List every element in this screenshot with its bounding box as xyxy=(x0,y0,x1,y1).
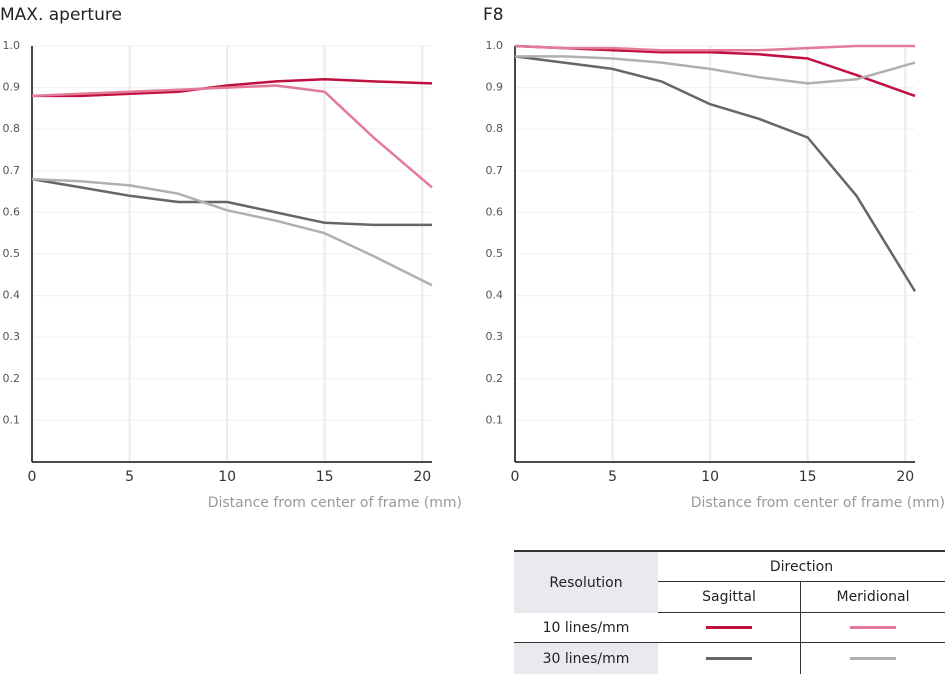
y-tick-label: 0.3 xyxy=(486,330,504,343)
x-tick-label: 10 xyxy=(701,469,719,485)
swatch xyxy=(850,626,896,629)
x-tick-label: 10 xyxy=(218,469,236,485)
column-header: Direction xyxy=(658,552,945,582)
y-tick-label: 0.7 xyxy=(486,164,504,177)
y-tick-label: 0.7 xyxy=(3,164,21,177)
series-line xyxy=(31,177,432,227)
y-tick-label: 1.0 xyxy=(3,39,21,52)
swatch xyxy=(706,626,752,629)
x-tick-label: 5 xyxy=(608,469,617,485)
x-axis-label: Distance from center of frame (mm) xyxy=(691,495,945,511)
swatch-cell xyxy=(658,643,801,674)
series-line xyxy=(514,44,915,52)
y-tick-label: 1.0 xyxy=(486,39,504,52)
swatch xyxy=(706,657,752,660)
y-tick-label: 0.4 xyxy=(486,289,504,302)
resolution: 10 lines/mm xyxy=(514,613,658,643)
series-line xyxy=(31,84,433,189)
x-axis-label: Distance from center of frame (mm) xyxy=(208,495,462,511)
series-line xyxy=(32,78,433,98)
swatch xyxy=(850,657,896,660)
series-line xyxy=(514,55,917,293)
y-tick-label: 0.1 xyxy=(486,413,504,426)
direction: Sagittal xyxy=(658,582,801,613)
chart-title: MAX. aperture xyxy=(0,5,122,25)
direction: Meridional xyxy=(801,582,945,613)
x-tick-label: 20 xyxy=(413,469,431,485)
x-tick-label: 0 xyxy=(511,469,520,485)
y-tick-label: 0.2 xyxy=(486,372,504,385)
y-tick-label: 0.8 xyxy=(486,122,504,135)
y-tick-label: 0.6 xyxy=(3,205,21,218)
y-tick-label: 0.9 xyxy=(486,81,504,94)
series-line xyxy=(31,177,433,287)
y-tick-label: 0.8 xyxy=(3,122,21,135)
swatch-cell xyxy=(658,613,801,643)
legend-table: Resolution Direction Sagittal Meridional… xyxy=(514,550,945,674)
swatch-cell xyxy=(801,643,945,674)
x-tick-label: 15 xyxy=(799,469,817,485)
y-tick-label: 0.4 xyxy=(3,289,21,302)
chart-title: F8 xyxy=(483,5,504,25)
y-tick-label: 0.2 xyxy=(3,372,21,385)
series-line xyxy=(515,55,916,85)
y-tick-label: 0.5 xyxy=(486,247,504,260)
x-tick-label: 0 xyxy=(28,469,37,485)
x-tick-label: 20 xyxy=(896,469,914,485)
y-tick-label: 0.9 xyxy=(3,81,21,94)
y-tick-label: 0.5 xyxy=(3,247,21,260)
x-tick-label: 15 xyxy=(316,469,334,485)
y-tick-label: 0.1 xyxy=(3,413,21,426)
y-tick-label: 0.6 xyxy=(486,205,504,218)
x-tick-label: 5 xyxy=(125,469,134,485)
row-header: Resolution xyxy=(514,552,658,613)
resolution: 30 lines/mm xyxy=(514,643,658,674)
swatch-cell xyxy=(801,613,945,643)
y-tick-label: 0.3 xyxy=(3,330,21,343)
